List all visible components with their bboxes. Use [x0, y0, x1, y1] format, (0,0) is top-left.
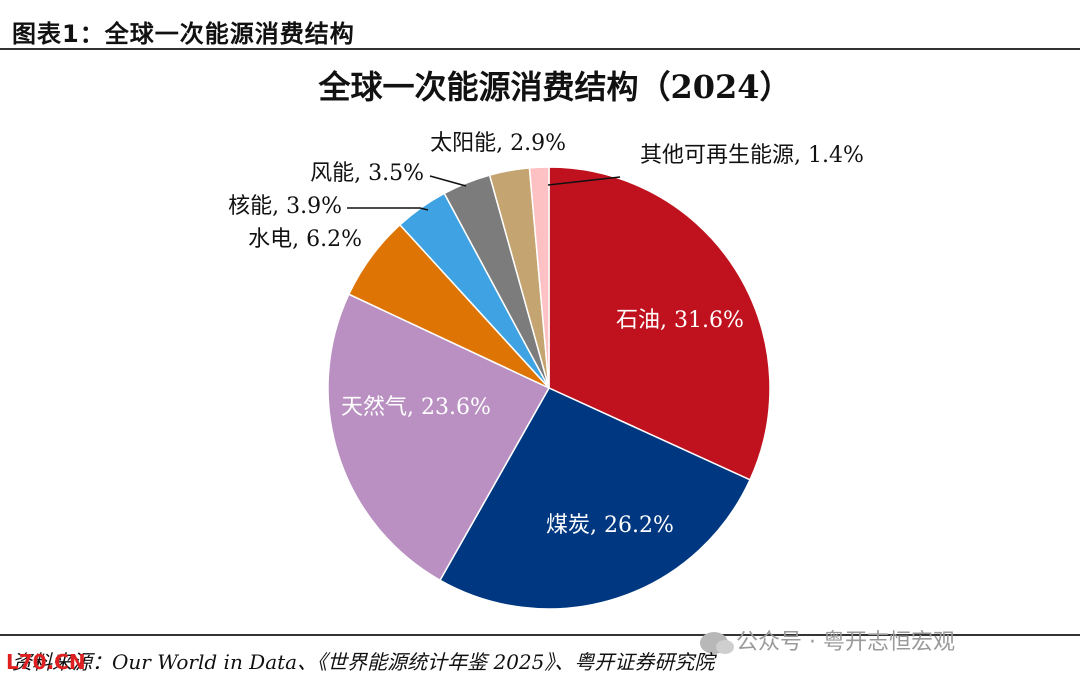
slice-label-5: 风能, 3.5%: [310, 161, 424, 186]
slice-label-3: 水电, 6.2%: [248, 227, 362, 252]
source-note: 资料来源：Our World in Data、《世界能源统计年鉴 2025》、粤…: [12, 650, 715, 674]
leader-line-4: [347, 207, 429, 211]
pie-slice-0: [548, 166, 771, 481]
pie-slice-7: [528, 166, 550, 389]
slice-label-4: 核能, 3.9%: [228, 194, 342, 219]
chart-title: 全球一次能源消费结构（2024）: [317, 68, 791, 106]
leader-line-7: [547, 176, 621, 186]
top-rule: [0, 48, 1080, 50]
bottom-rule: [0, 634, 1080, 636]
slice-label-0: 石油, 31.6%: [616, 308, 744, 333]
watermark-text: 公众号 · 粤开志恒宏观: [736, 630, 955, 655]
pie-slice-2: [327, 293, 551, 582]
figure-label: 图表1：全球一次能源消费结构: [12, 20, 355, 48]
site-mark: L70.CN: [6, 650, 86, 674]
slice-label-6: 太阳能, 2.9%: [430, 131, 566, 156]
pie-slice-1: [438, 387, 751, 610]
leader-line-5: [429, 175, 467, 187]
watermark: 公众号 · 粤开志恒宏观: [700, 624, 955, 656]
slice-label-2: 天然气, 23.6%: [341, 395, 491, 420]
slice-label-7: 其他可再生能源, 1.4%: [640, 143, 864, 168]
slice-label-1: 煤炭, 26.2%: [546, 513, 674, 538]
wechat-icon: [700, 632, 734, 654]
